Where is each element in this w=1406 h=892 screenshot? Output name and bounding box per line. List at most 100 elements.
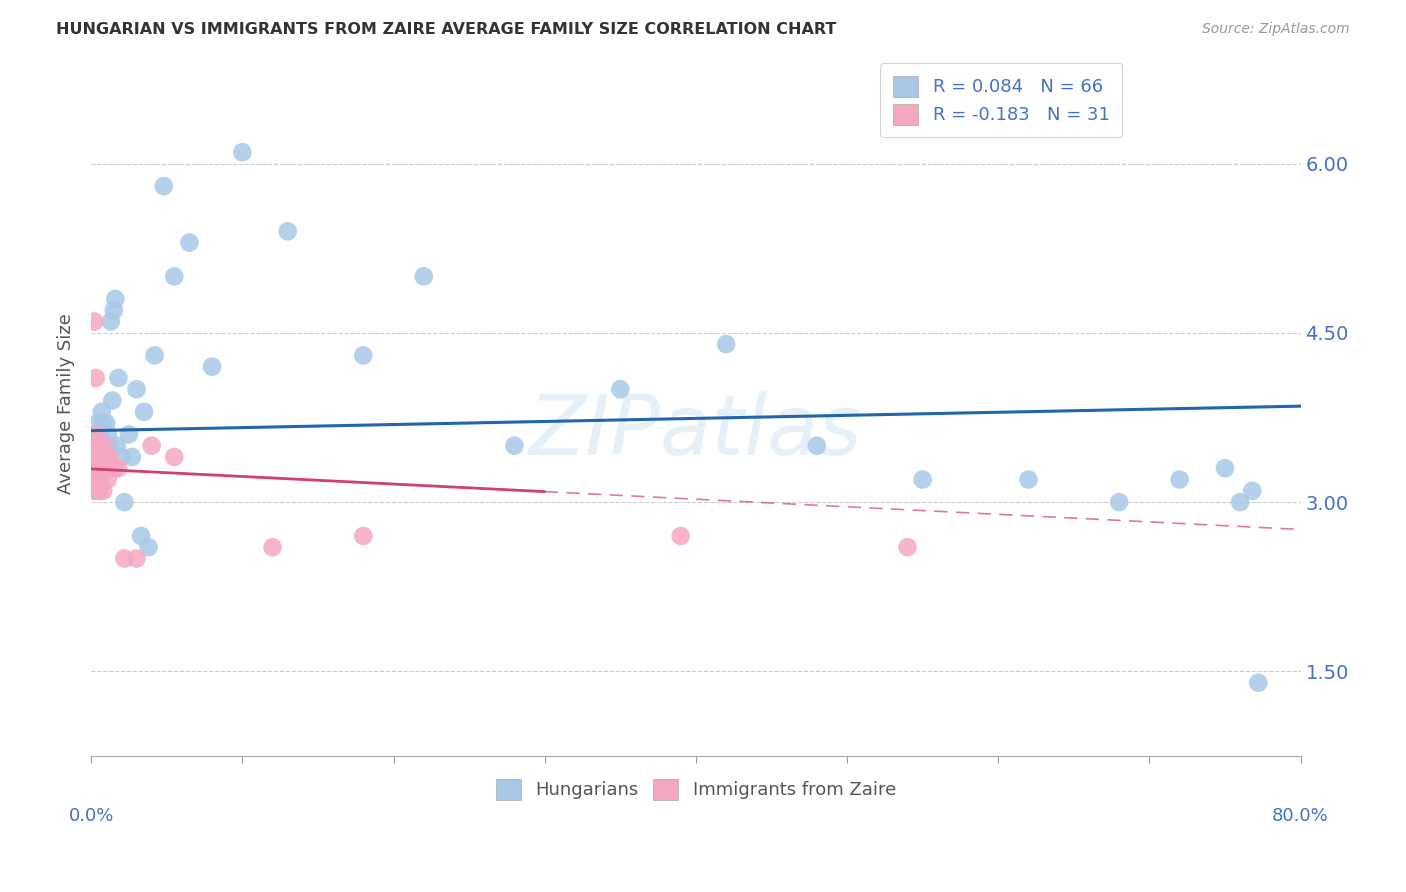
- Point: [83, 461, 105, 475]
- Point: [1247, 675, 1270, 690]
- Point: [97, 427, 120, 442]
- Point: [84, 439, 107, 453]
- Point: [1229, 495, 1251, 509]
- Point: [84, 483, 107, 498]
- Text: Source: ZipAtlas.com: Source: ZipAtlas.com: [1202, 22, 1350, 37]
- Point: [412, 269, 434, 284]
- Point: [84, 461, 107, 475]
- Point: [152, 179, 174, 194]
- Point: [503, 439, 526, 453]
- Point: [105, 439, 128, 453]
- Point: [163, 269, 186, 284]
- Point: [1213, 461, 1236, 475]
- Point: [98, 450, 121, 464]
- Point: [103, 303, 125, 318]
- Point: [98, 439, 121, 453]
- Point: [89, 427, 111, 442]
- Point: [87, 450, 110, 464]
- Point: [94, 439, 117, 453]
- Point: [82, 461, 104, 475]
- Point: [97, 473, 120, 487]
- Point: [84, 427, 107, 442]
- Point: [83, 450, 105, 464]
- Point: [112, 495, 135, 509]
- Point: [129, 529, 152, 543]
- Text: 0.0%: 0.0%: [69, 806, 114, 825]
- Point: [1241, 483, 1264, 498]
- Point: [86, 427, 108, 442]
- Point: [96, 450, 118, 464]
- Point: [125, 382, 148, 396]
- Point: [87, 461, 110, 475]
- Point: [143, 348, 166, 362]
- Point: [714, 337, 737, 351]
- Point: [87, 483, 110, 498]
- Point: [90, 461, 112, 475]
- Point: [83, 483, 105, 498]
- Point: [91, 483, 114, 498]
- Text: 80.0%: 80.0%: [1272, 806, 1329, 825]
- Point: [86, 473, 108, 487]
- Point: [101, 393, 124, 408]
- Point: [87, 483, 110, 498]
- Point: [201, 359, 224, 374]
- Point: [163, 450, 186, 464]
- Point: [82, 450, 104, 464]
- Point: [896, 541, 918, 555]
- Point: [141, 439, 163, 453]
- Point: [103, 461, 125, 475]
- Point: [118, 427, 141, 442]
- Point: [231, 145, 253, 160]
- Point: [112, 551, 135, 566]
- Point: [86, 416, 108, 430]
- Point: [609, 382, 631, 396]
- Point: [1017, 473, 1039, 487]
- Point: [100, 314, 122, 328]
- Point: [1168, 473, 1191, 487]
- Point: [110, 450, 132, 464]
- Point: [89, 450, 111, 464]
- Point: [669, 529, 692, 543]
- Point: [262, 541, 284, 555]
- Point: [86, 461, 108, 475]
- Point: [89, 461, 111, 475]
- Point: [86, 439, 108, 453]
- Point: [91, 416, 114, 430]
- Point: [86, 450, 108, 464]
- Text: ZIPatlas: ZIPatlas: [529, 391, 863, 472]
- Point: [84, 450, 107, 464]
- Point: [84, 371, 107, 385]
- Point: [94, 439, 117, 453]
- Point: [83, 314, 105, 328]
- Point: [107, 371, 129, 385]
- Point: [352, 529, 374, 543]
- Point: [1108, 495, 1130, 509]
- Point: [90, 405, 112, 419]
- Point: [83, 473, 105, 487]
- Point: [125, 551, 148, 566]
- Point: [82, 439, 104, 453]
- Point: [104, 292, 127, 306]
- Point: [179, 235, 201, 250]
- Point: [96, 416, 118, 430]
- Point: [84, 461, 107, 475]
- Point: [91, 450, 114, 464]
- Point: [806, 439, 828, 453]
- Point: [86, 450, 108, 464]
- Point: [138, 541, 160, 555]
- Point: [87, 439, 110, 453]
- Point: [352, 348, 374, 362]
- Point: [87, 461, 110, 475]
- Point: [277, 224, 299, 238]
- Point: [121, 450, 143, 464]
- Point: [132, 405, 155, 419]
- Point: [86, 473, 108, 487]
- Point: [82, 461, 104, 475]
- Text: HUNGARIAN VS IMMIGRANTS FROM ZAIRE AVERAGE FAMILY SIZE CORRELATION CHART: HUNGARIAN VS IMMIGRANTS FROM ZAIRE AVERA…: [56, 22, 837, 37]
- Y-axis label: Average Family Size: Average Family Size: [58, 313, 75, 494]
- Point: [107, 461, 129, 475]
- Point: [83, 439, 105, 453]
- Point: [82, 473, 104, 487]
- Point: [83, 473, 105, 487]
- Point: [90, 439, 112, 453]
